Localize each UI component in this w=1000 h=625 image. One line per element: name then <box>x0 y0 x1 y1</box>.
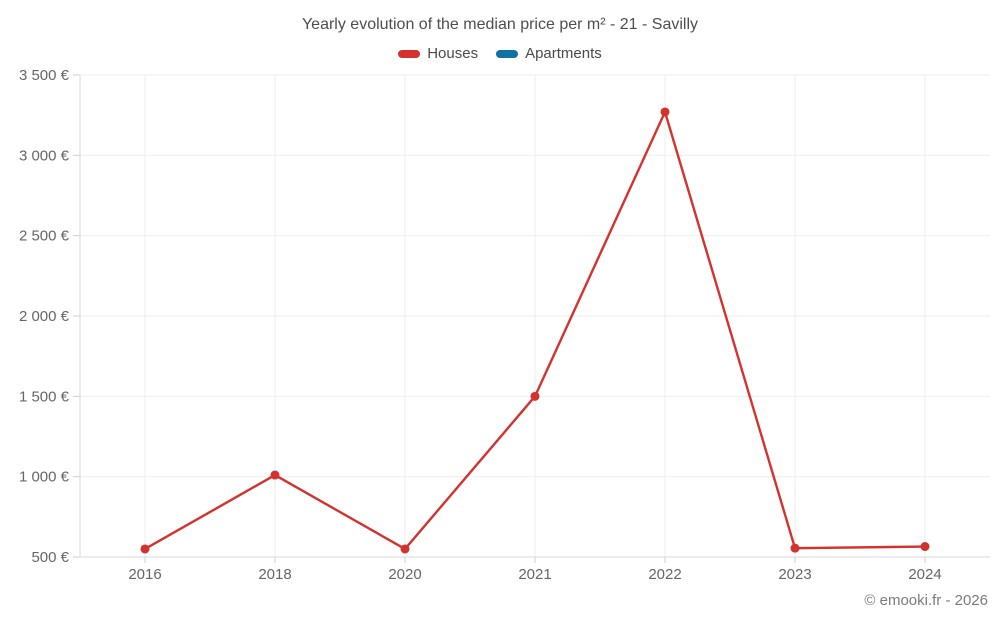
legend-label-apartments: Apartments <box>525 45 602 62</box>
svg-text:2024: 2024 <box>908 566 941 583</box>
svg-text:3 500 €: 3 500 € <box>19 67 70 84</box>
svg-text:2 000 €: 2 000 € <box>19 308 70 325</box>
chart-legend: Houses Apartments <box>0 45 1000 62</box>
svg-text:2021: 2021 <box>518 566 551 583</box>
svg-text:2022: 2022 <box>648 566 681 583</box>
legend-label-houses: Houses <box>427 45 479 62</box>
svg-text:2 500 €: 2 500 € <box>19 228 70 245</box>
svg-text:500 €: 500 € <box>31 549 69 566</box>
svg-text:1 000 €: 1 000 € <box>19 469 70 486</box>
legend-item-houses[interactable]: Houses <box>398 45 478 62</box>
svg-text:2016: 2016 <box>128 566 161 583</box>
svg-text:2023: 2023 <box>778 566 811 583</box>
svg-text:2018: 2018 <box>258 566 291 583</box>
svg-text:3 000 €: 3 000 € <box>19 147 70 164</box>
chart-title: Yearly evolution of the median price per… <box>301 16 699 33</box>
houses-series-swatch-icon <box>398 49 421 58</box>
legend-item-apartments[interactable]: Apartments <box>496 45 602 62</box>
svg-text:2020: 2020 <box>388 566 421 583</box>
svg-text:1 500 €: 1 500 € <box>19 388 70 405</box>
apartments-series-swatch-icon <box>496 49 519 58</box>
copyright-text: © emooki.fr - 2026 <box>864 592 988 609</box>
